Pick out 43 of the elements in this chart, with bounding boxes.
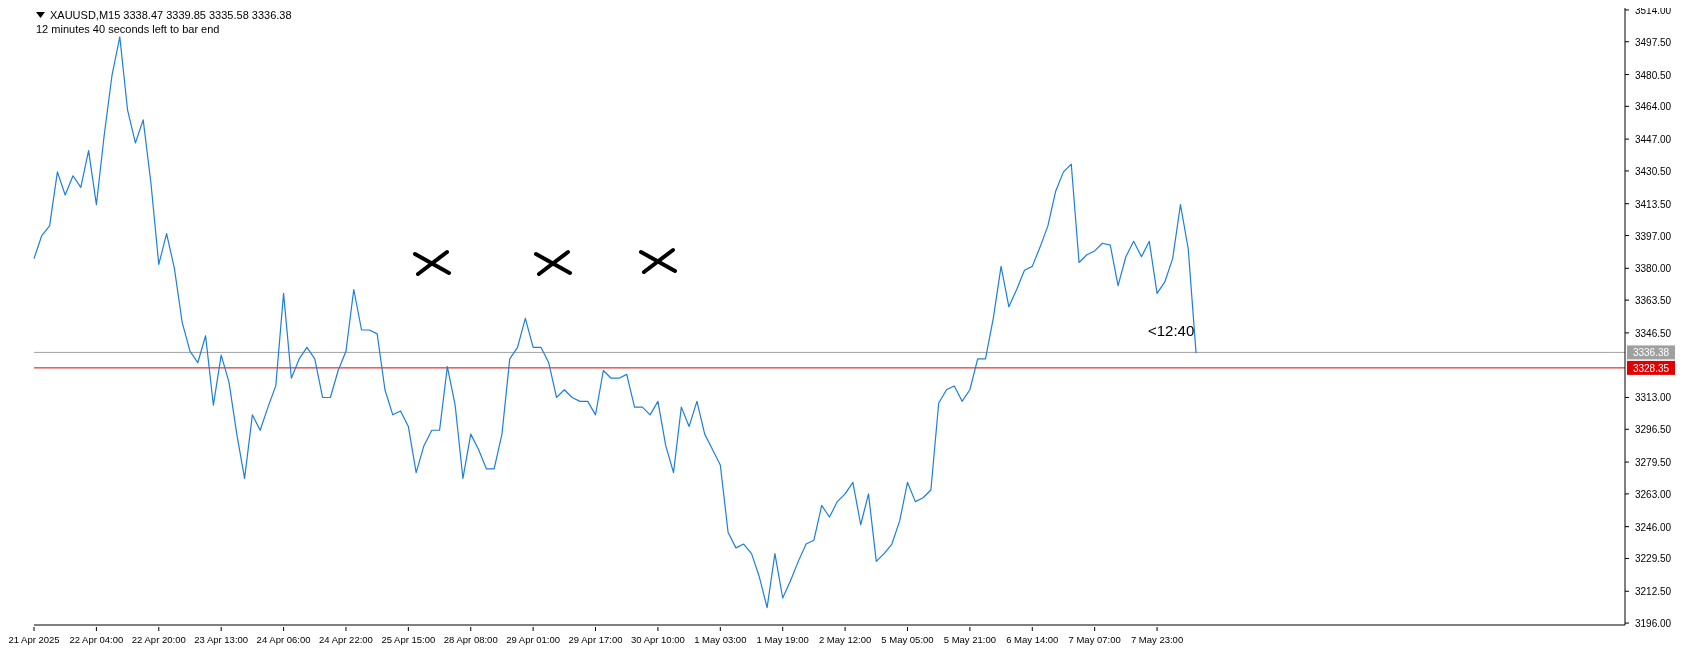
y-tick-label: 3413.50 — [1635, 198, 1672, 210]
x-tick-label: 7 May 23:00 — [1130, 634, 1184, 645]
x-tick-label: 5 May 21:00 — [943, 634, 997, 645]
y-tick-label: 3397.00 — [1635, 230, 1672, 242]
y-tick-label: 3363.50 — [1635, 295, 1672, 307]
y-tick-label: 3480.50 — [1635, 69, 1672, 81]
chart-title: XAUUSD,M15 3338.47 3339.85 3335.58 3336.38 — [50, 8, 292, 22]
x-tick-label: 6 May 14:00 — [1006, 634, 1059, 645]
x-tick-label: 5 May 05:00 — [881, 634, 934, 645]
text: 12 minutes 40 seconds left to bar end — [36, 22, 221, 36]
x-tick-label: 29 Apr 01:00 — [506, 634, 561, 645]
y-tick-label: 3380.00 — [1635, 263, 1672, 275]
y-tick-label: 3196.00 — [1635, 618, 1672, 630]
y-tick-label: 3447.00 — [1635, 134, 1672, 146]
x-tick-label: 24 Apr 06:00 — [256, 634, 311, 645]
x-tick-label: 1 May 03:00 — [694, 634, 747, 645]
ref-line-label: 3328.35 — [1632, 362, 1670, 374]
annotation: <12:40 — [1148, 322, 1195, 339]
y-tick-label: 3313.00 — [1635, 392, 1672, 404]
y-tick-label: 3296.50 — [1635, 424, 1672, 436]
y-tick-label: 3346.50 — [1635, 327, 1672, 339]
x-tick-label: 7 May 07:00 — [1068, 634, 1121, 645]
y-tick-label: 3497.50 — [1635, 36, 1672, 48]
y-tick-label: 3464.00 — [1635, 101, 1672, 113]
x-tick-label: 28 Apr 08:00 — [443, 634, 498, 645]
y-tick-label: 3229.50 — [1635, 553, 1672, 565]
x-tick-label: 22 Apr 20:00 — [131, 634, 186, 645]
x-tick-label: 1 May 19:00 — [756, 634, 809, 645]
line-series — [33, 36, 1197, 609]
x-tick-label: 25 Apr 15:00 — [381, 634, 436, 645]
ref-line-label: 3336.38 — [1632, 347, 1670, 359]
x-tick-label: 2 May 12:00 — [818, 634, 872, 645]
x-tick-label: 21 Apr 2025 — [8, 634, 60, 645]
x-tick-label: 23 Apr 13:00 — [194, 634, 249, 645]
x-tick-label: 30 Apr 10:00 — [630, 634, 685, 645]
x-tick-label: 29 Apr 17:00 — [568, 634, 623, 645]
x-tick-label: 24 Apr 22:00 — [319, 634, 373, 645]
y-tick-label: 3279.50 — [1635, 457, 1672, 469]
y-tick-label: 3430.50 — [1635, 165, 1672, 177]
y-tick-label: 3263.00 — [1635, 488, 1672, 500]
y-tick-label: 3246.00 — [1635, 521, 1672, 533]
y-tick-label: 3212.50 — [1635, 586, 1672, 598]
x-tick-label: 22 Apr 04:00 — [69, 634, 124, 645]
